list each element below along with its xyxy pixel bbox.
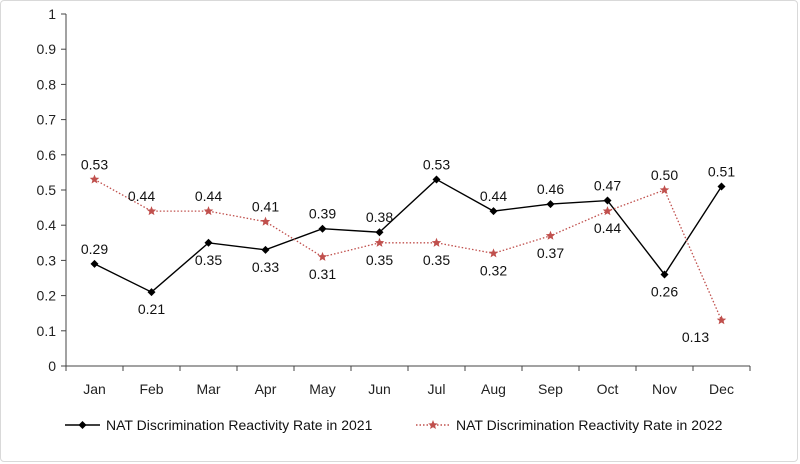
x-tick-label: Apr [255,381,277,397]
data-label: 0.29 [81,241,108,257]
marker-2021 [717,182,726,191]
data-label: 0.44 [195,188,222,204]
data-label: 0.37 [537,245,564,261]
marker-2021 [90,259,99,268]
marker-2021 [546,200,555,209]
data-label: 0.53 [423,156,450,172]
data-label: 0.47 [594,178,621,194]
marker-2022 [431,237,442,247]
data-label: 0.44 [480,188,507,204]
data-label: 0.44 [128,188,155,204]
x-tick-label: Nov [652,381,677,397]
marker-2022 [716,315,727,325]
data-label: 0.35 [423,252,450,268]
marker-2021 [432,175,441,184]
y-tick-label: 0.8 [37,76,57,92]
x-tick-label: May [309,381,335,397]
marker-2021 [204,238,213,247]
series-line-2 [94,178,723,321]
data-label: 0.32 [480,262,507,278]
data-label: 0.39 [309,206,336,222]
y-tick-label: 0.6 [37,147,57,163]
marker-2022 [545,230,556,240]
legend-label-2: NAT Discrimination Reactivity Rate in 20… [456,417,723,433]
data-label: 0.51 [708,163,735,179]
data-labels: 0.29 0.21 0.35 0.33 0.39 0.38 0.53 0.44 0.46 0.47… [81,156,735,345]
marker-2022 [659,185,670,195]
data-label: 0.50 [651,167,678,183]
marker-2021 [261,245,270,254]
data-label: 0.26 [651,283,678,299]
data-label: 0.35 [195,252,222,268]
data-label: 0.31 [309,266,336,282]
x-tick-label: Dec [709,381,734,397]
marker-2021 [318,224,327,233]
x-tick-label: Jul [428,381,446,397]
y-tick-label: 0.7 [37,112,57,128]
data-label: 0.21 [138,301,165,317]
marker-2022 [488,248,499,258]
data-label: 0.13 [682,329,709,345]
marker-2022 [374,237,385,247]
y-tick-label: 0 [48,358,56,374]
y-tick-label: 0.3 [37,252,57,268]
marker-2022 [602,206,613,216]
y-tick-label: 0.2 [37,288,57,304]
marker-2022 [146,206,157,216]
marker-2021 [147,288,156,297]
marker-2021 [603,196,612,205]
data-label: 0.33 [252,259,279,275]
y-tick-label: 0.9 [37,41,57,57]
marker-2022 [260,216,271,226]
data-label: 0.46 [537,181,564,197]
legend: NAT Discrimination Reactivity Rate in 20… [65,417,723,433]
data-label: 0.35 [366,252,393,268]
x-tick-label: Sep [538,381,563,397]
marker-2021 [660,270,669,279]
series-line-1 [94,178,723,293]
y-tick-label: 0.1 [37,323,57,339]
legend-label-1: NAT Discrimination Reactivity Rate in 20… [106,417,373,433]
legend-marker-2021 [78,421,87,429]
x-tick-label: Aug [481,381,506,397]
marker-2022 [89,174,100,184]
x-tick-label: Feb [139,381,163,397]
y-tick-label: 1 [48,6,56,22]
y-tick-label: 0.5 [37,182,57,198]
legend-marker-2022 [428,420,438,430]
series-lines [94,178,723,321]
data-label: 0.41 [252,199,279,215]
marker-2021 [489,207,498,216]
x-tick-label: Oct [597,381,619,397]
y-tick-label: 0.4 [37,217,57,233]
x-tick-label: Jan [83,381,106,397]
data-label: 0.53 [81,156,108,172]
data-label: 0.38 [366,209,393,225]
marker-2022 [203,206,214,216]
marker-2021 [375,228,384,237]
data-label: 0.44 [594,220,621,236]
series-markers [89,174,727,325]
x-tick-label: Jun [368,381,391,397]
marker-2022 [317,251,328,261]
x-tick-label: Mar [196,381,220,397]
axes: 0 0.1 0.2 0.3 0.4 0.5 0.6 0.7 0.8 0.9 1 Jan Feb Mar Ap… [37,6,751,397]
